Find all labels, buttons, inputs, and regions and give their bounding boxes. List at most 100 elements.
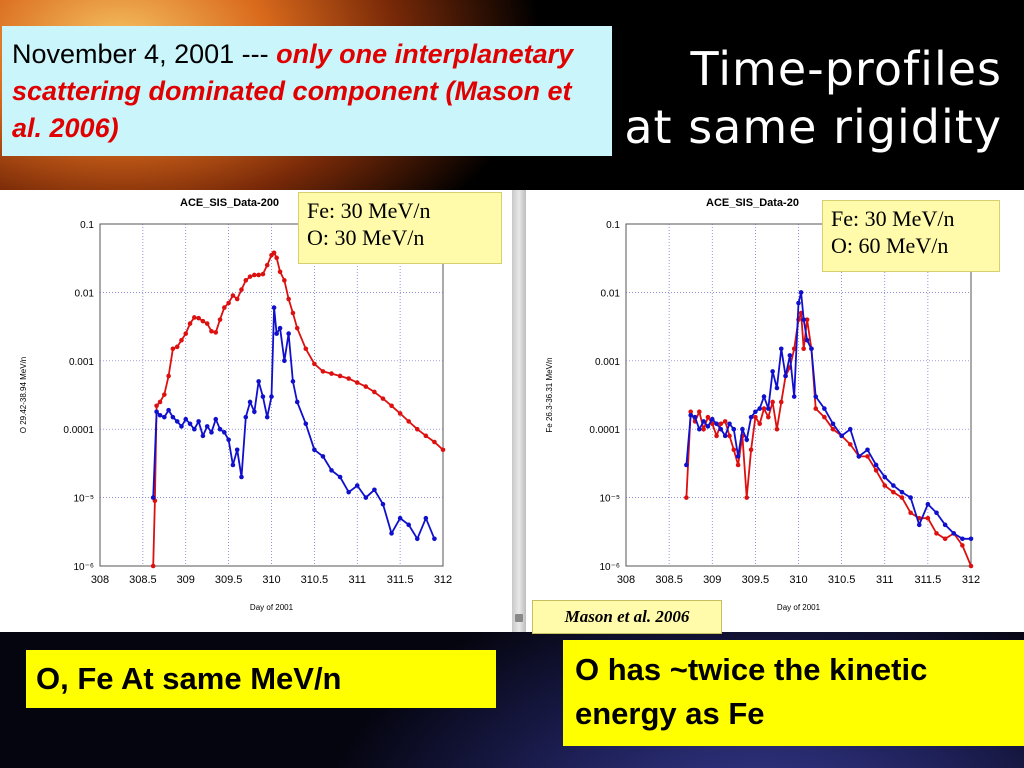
left-inset-label: Fe: 30 MeV/n O: 30 MeV/n [298,192,502,264]
data-point-o [354,380,360,385]
data-point-o [688,409,693,415]
data-point-o [791,346,797,352]
chart-title: ACE_SIS_Data-20 [706,197,799,209]
data-point-fe [294,399,300,405]
data-point-o [170,346,176,352]
data-point-fe [166,407,171,413]
data-point-fe [252,409,257,415]
data-point-o [873,468,879,473]
data-point-o [753,414,758,420]
data-point-o [934,531,939,536]
y-tick-label: 10⁻⁶ [599,562,620,573]
data-point-o [432,439,437,445]
series-line-fe [152,307,436,541]
data-point-fe [154,409,159,415]
title-line-2: at same rigidity [624,100,1002,154]
left-inset-o: O: 30 MeV/n [307,225,425,250]
x-tick-label: 311 [348,574,366,586]
data-point-fe [282,358,287,364]
slide-title: Time-profiles at same rigidity [624,40,1002,156]
data-point-fe [303,421,309,427]
data-point-o [899,495,905,500]
data-point-fe [170,414,176,420]
data-point-fe [740,426,745,432]
data-point-fe [196,419,201,424]
y-tick-label: 0.001 [69,357,94,368]
y-axis-label: Fe 26.3-36.31 MeV/n [545,357,554,432]
data-point-o [213,330,219,335]
data-point-fe [865,447,870,453]
data-point-fe [791,394,797,399]
data-point-fe [727,421,732,427]
data-point-fe [809,346,814,352]
data-point-fe [705,424,711,429]
data-point-o [731,447,737,453]
data-point-o [154,403,159,409]
data-point-o [312,361,317,367]
y-tick-label: 0.001 [595,357,620,368]
data-point-o [891,489,896,495]
data-point-o [701,426,706,432]
y-tick-label: 0.01 [601,288,621,299]
right-inset-o: O: 60 MeV/n [831,233,949,258]
data-point-fe [213,416,219,422]
x-tick-label: 308 [91,574,109,586]
data-point-o [179,337,184,343]
data-point-o [303,346,309,352]
scrollbar-arrow[interactable] [515,614,523,622]
data-point-fe [766,406,771,411]
data-point-fe [968,536,974,542]
data-point-o [277,269,283,275]
data-point-o [440,447,446,453]
right-time-profile-chart: 308 308.5 309 309.5 310 310.5 311 311.5 312 0.1 0.… [545,197,980,612]
x-tick-label: 311 [876,574,894,586]
x-tick-label: 311.5 [387,574,414,586]
data-point-o [256,272,261,278]
data-point-fe [856,454,862,459]
data-point-fe [757,406,762,411]
data-point-o [320,369,326,374]
data-point-o [397,411,403,416]
event-note: November 4, 2001 --- only one interplane… [2,26,612,156]
data-point-o [329,371,334,376]
data-point-fe [320,454,326,459]
data-point-fe [414,536,420,542]
data-point-o [847,442,853,447]
data-point-o [196,315,201,321]
data-point-fe [372,487,377,493]
data-point-o [226,300,231,306]
data-point-fe [804,337,810,343]
left-callout: O, Fe At same MeV/n [26,650,496,708]
data-point-fe [286,331,291,336]
data-point-fe [247,399,253,405]
data-point-o [766,414,771,420]
data-point-o [157,399,163,405]
data-point-fe [801,317,806,322]
data-point-o [770,399,775,405]
data-point-o [830,426,836,432]
data-point-fe [183,416,189,422]
data-point-fe [839,433,844,439]
data-point-o [290,310,296,316]
data-point-o [774,426,780,432]
data-point-fe [217,426,223,432]
data-point-o [282,278,287,283]
data-point-o [380,396,386,401]
y-tick-label: 0.1 [80,220,94,231]
data-point-o [243,278,249,283]
left-inset-fe: Fe: 30 MeV/n [307,198,431,223]
y-tick-label: 0.0001 [63,425,94,436]
note-date: November 4, 2001 --- [12,39,277,69]
data-point-o [813,406,819,411]
data-point-fe [230,462,236,468]
data-point-o [204,321,210,326]
data-point-o [727,433,732,439]
data-point-o [217,317,223,322]
title-line-1: Time-profiles [690,42,1002,96]
panel-scrollbar[interactable] [512,190,526,632]
data-point-fe [329,468,334,473]
data-point-o [209,328,214,334]
data-point-fe [260,394,266,399]
x-tick-label: 309 [177,574,195,586]
data-point-o [286,296,291,302]
